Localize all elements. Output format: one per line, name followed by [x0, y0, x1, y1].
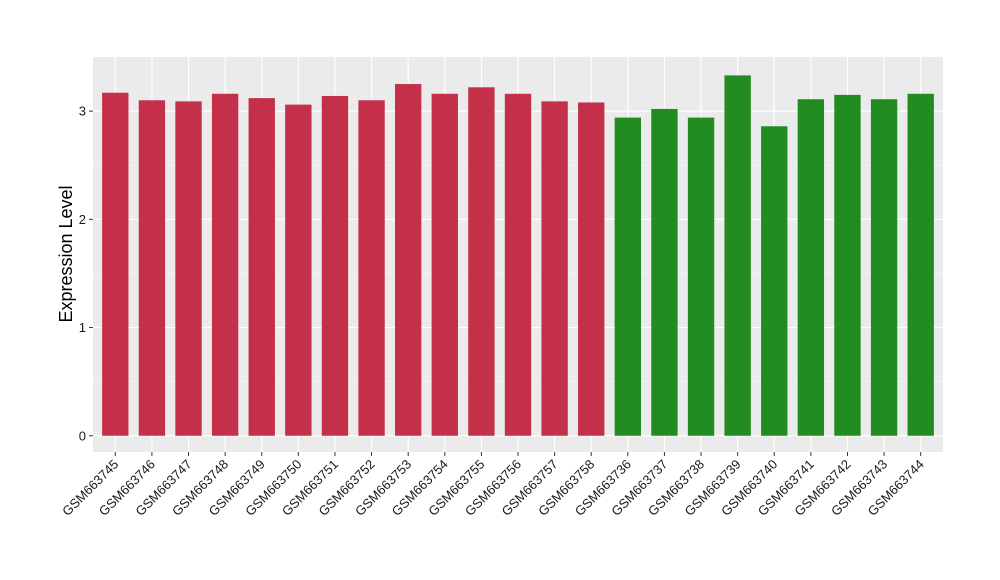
- bar-GSM663739: [724, 75, 751, 436]
- bar-GSM663752: [358, 100, 385, 436]
- bar-GSM663742: [834, 94, 861, 436]
- bar-GSM663741: [797, 99, 825, 436]
- bar-GSM663744: [907, 93, 934, 436]
- y-tick-label: 3: [79, 104, 86, 119]
- bar-GSM663750: [285, 104, 312, 436]
- bar-GSM663751: [321, 95, 349, 436]
- bar-GSM663743: [870, 99, 898, 436]
- y-axis-title: Expression Level: [56, 185, 76, 322]
- bars-group: [102, 75, 934, 436]
- x-axis: GSM663745GSM663746GSM663747GSM663748GSM6…: [59, 452, 927, 519]
- bar-GSM663738: [687, 117, 715, 436]
- bar-GSM663740: [761, 126, 788, 436]
- bar-GSM663755: [468, 87, 495, 436]
- bar-GSM663757: [541, 101, 568, 436]
- bar-GSM663756: [504, 93, 532, 436]
- bar-GSM663758: [578, 102, 605, 436]
- y-axis: 0 1 2 3: [79, 104, 93, 443]
- bar-GSM663753: [394, 84, 422, 436]
- bar-GSM663745: [102, 92, 129, 436]
- bar-GSM663746: [138, 100, 166, 436]
- bar-GSM663736: [614, 117, 642, 436]
- bar-GSM663749: [248, 98, 275, 436]
- y-tick-label: 0: [79, 428, 86, 443]
- y-tick-label: 1: [79, 320, 86, 335]
- bar-GSM663747: [175, 101, 202, 436]
- bar-GSM663754: [431, 93, 458, 436]
- bar-GSM663748: [211, 93, 239, 436]
- y-tick-label: 2: [79, 212, 86, 227]
- bar-GSM663737: [651, 108, 678, 436]
